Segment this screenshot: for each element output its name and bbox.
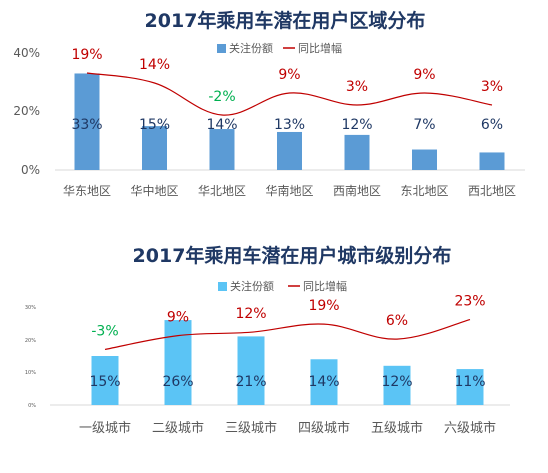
region-chart-title: 2017年乘用车潜在用户区域分布 (145, 9, 426, 32)
legend-line-label: 同比增幅 (303, 279, 347, 293)
region-y-axis: 0% 20% 40% (13, 46, 40, 177)
c1-bar-value-label: 15% (139, 117, 170, 133)
region-growth-line (86, 72, 493, 116)
c2-growth-value-label: 19% (308, 298, 339, 314)
legend-line-label: 同比增幅 (298, 41, 342, 55)
y-tick-label: 20% (13, 104, 40, 118)
city-x-labels: 一级城市 二级城市 三级城市 四级城市 五级城市 六级城市 (79, 420, 496, 436)
c2-bar-value-label: 21% (235, 374, 266, 390)
c1-bar-value-label: 14% (206, 117, 237, 133)
c1-x-tick-label: 东北地区 (400, 184, 448, 198)
c2-bar (456, 369, 484, 405)
c1-bar (74, 73, 100, 170)
city-growth-labels: -3% 9% 12% 19% 6% 23% (91, 294, 485, 340)
city-bars (91, 320, 484, 405)
city-legend: 关注份额 同比增幅 (218, 279, 347, 293)
c2-bar (383, 365, 411, 405)
region-bars (74, 73, 505, 170)
city-bar-labels: 15% 26% 21% 14% 12% 11% (89, 374, 485, 390)
c1-x-tick-label: 西南地区 (333, 183, 381, 198)
c1-growth-value-label: -2% (208, 89, 235, 105)
c1-bar (479, 152, 505, 170)
city-growth-line (104, 318, 471, 351)
c2-bar (164, 320, 192, 405)
legend-bar-label: 关注份额 (229, 41, 273, 55)
c1-bar-value-label: 12% (341, 117, 372, 133)
region-bar-labels: 33% 15% 14% 13% 12% 7% 6% (71, 117, 503, 133)
y-tick-label: 0% (21, 163, 40, 177)
c2-bar (91, 356, 119, 405)
c1-bar (209, 129, 235, 170)
c1-bar-value-label: 33% (71, 117, 102, 133)
y-tick-label: 30% (25, 305, 36, 311)
c1-x-tick-label: 西北地区 (468, 184, 516, 198)
c2-bar-value-label: 26% (162, 374, 193, 390)
c1-growth-value-label: 9% (413, 67, 435, 83)
region-legend: 关注份额 同比增幅 (217, 41, 342, 55)
c2-x-tick-label: 四级城市 (298, 420, 350, 436)
y-tick-label: 20% (25, 338, 36, 344)
c1-bar (344, 134, 370, 170)
c2-x-tick-label: 一级城市 (79, 420, 131, 436)
c1-bar (412, 149, 437, 170)
c2-x-tick-label: 二级城市 (152, 420, 204, 436)
c2-x-tick-label: 三级城市 (225, 420, 277, 436)
c1-bar-value-label: 13% (274, 117, 305, 133)
c2-bar-value-label: 11% (454, 374, 485, 390)
c1-growth-value-label: 9% (278, 67, 300, 83)
city-chart: 2017年乘用车潜在用户城市级别分布 关注份额 同比增幅 0% 10% 20% … (25, 244, 510, 436)
c1-x-tick-label: 华中地区 (130, 183, 178, 198)
c2-growth-value-label: 12% (235, 306, 266, 322)
c2-growth-value-label: -3% (91, 323, 118, 339)
city-y-axis: 0% 10% 20% 30% (25, 305, 36, 409)
region-growth-labels: 19% 14% -2% 9% 3% 9% 3% (71, 47, 503, 105)
c1-growth-value-label: 3% (481, 79, 503, 95)
c1-x-tick-label: 华东地区 (63, 184, 111, 198)
c2-bar (237, 336, 265, 405)
region-chart: 2017年乘用车潜在用户区域分布 关注份额 同比增幅 0% 20% 40% 33… (13, 9, 525, 198)
legend-bar-label: 关注份额 (230, 279, 274, 293)
c1-bar (142, 126, 167, 170)
c2-growth-value-label: 23% (454, 294, 485, 310)
c2-x-tick-label: 五级城市 (371, 420, 423, 436)
c2-growth-value-label: 9% (167, 310, 189, 326)
c1-x-tick-label: 华南地区 (265, 183, 313, 198)
c1-growth-value-label: 19% (71, 47, 102, 63)
c2-growth-value-label: 6% (386, 313, 408, 329)
legend-bar-swatch (218, 282, 227, 291)
y-tick-label: 0% (28, 403, 36, 409)
y-tick-label: 40% (13, 46, 40, 60)
city-chart-title: 2017年乘用车潜在用户城市级别分布 (133, 244, 452, 267)
c2-x-tick-label: 六级城市 (444, 420, 496, 436)
c2-bar-value-label: 14% (308, 374, 339, 390)
c1-bar-value-label: 6% (481, 117, 503, 133)
c1-x-tick-label: 华北地区 (198, 184, 246, 198)
y-tick-label: 10% (25, 370, 36, 376)
region-x-labels: 华东地区 华中地区 华北地区 华南地区 西南地区 东北地区 西北地区 (63, 183, 516, 198)
c2-bar (310, 359, 338, 405)
legend-bar-swatch (217, 44, 226, 53)
c1-bar (277, 131, 302, 170)
c2-bar-value-label: 12% (381, 374, 412, 390)
c1-growth-value-label: 3% (346, 79, 368, 95)
c1-growth-value-label: 14% (139, 57, 170, 73)
c1-bar-value-label: 7% (413, 117, 435, 133)
c2-bar-value-label: 15% (89, 374, 120, 390)
